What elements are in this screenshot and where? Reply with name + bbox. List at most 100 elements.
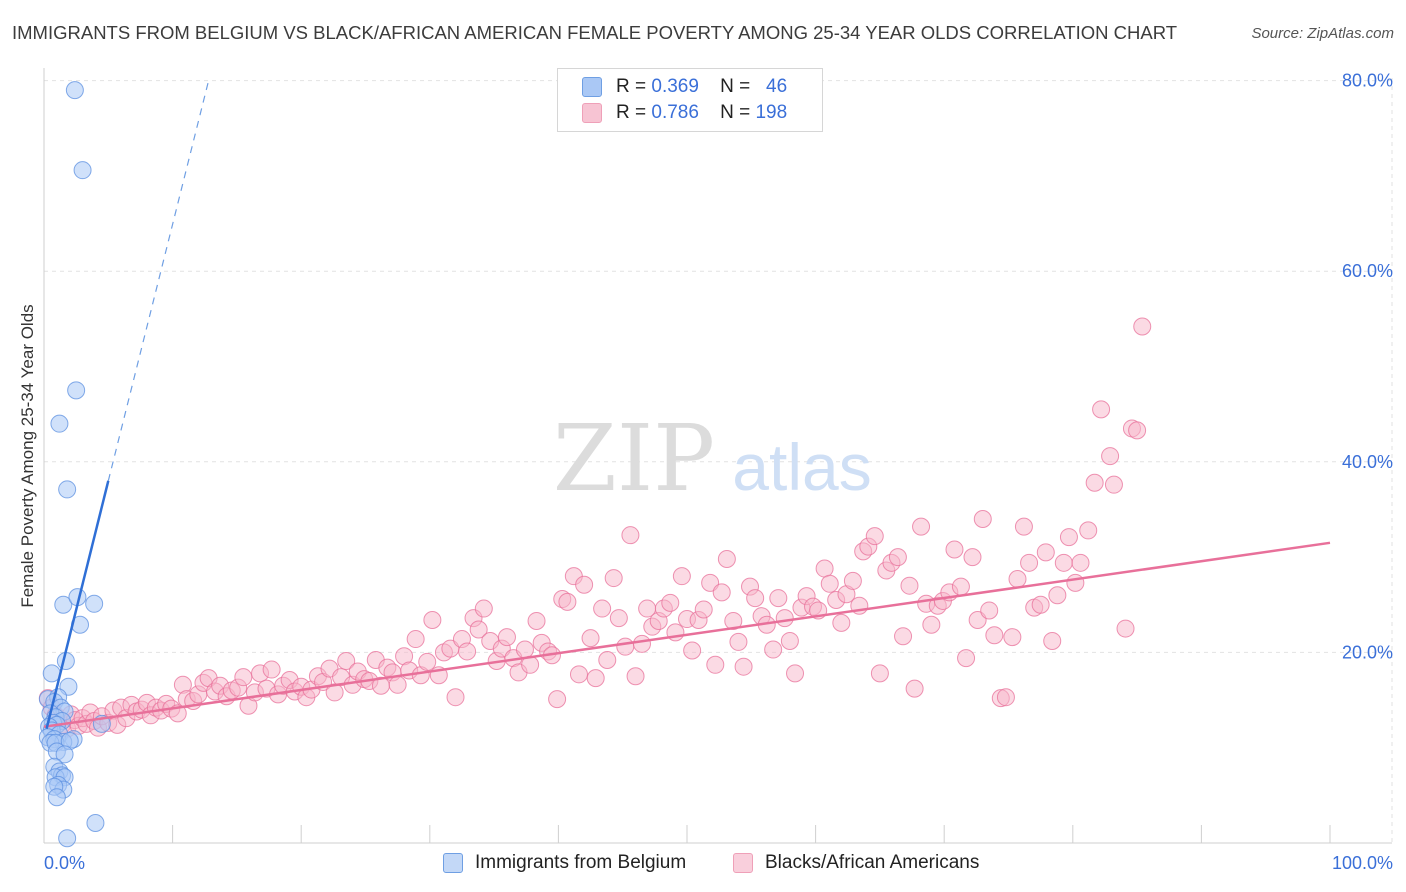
correlation-legend: R = 0.369 N = 46 R = 0.786 N = 198 <box>557 68 823 132</box>
points-layer <box>38 81 1152 848</box>
data-point <box>683 641 702 660</box>
data-point <box>905 679 924 698</box>
data-point <box>769 589 788 608</box>
data-point <box>58 829 77 848</box>
data-point <box>1048 586 1067 605</box>
data-point <box>548 690 567 709</box>
data-point <box>746 589 765 608</box>
trend-line-black <box>43 541 1331 728</box>
series-belgium <box>38 81 111 848</box>
data-point <box>1014 517 1033 536</box>
data-point <box>527 611 546 630</box>
legend-r-value: 0.786 <box>651 102 699 123</box>
data-point <box>912 517 931 536</box>
data-point <box>1133 317 1152 336</box>
x-tick-label: 0.0% <box>44 853 85 873</box>
watermark-atlas: atlas <box>732 430 871 504</box>
data-point <box>843 571 862 590</box>
legend-r-value: 0.369 <box>651 76 699 97</box>
data-point <box>865 527 884 546</box>
data-point <box>815 559 834 578</box>
series-black <box>38 317 1152 738</box>
data-point <box>780 631 799 650</box>
bottom-legend-swatch-belgium <box>443 853 463 873</box>
legend-r-label: R = <box>616 102 647 123</box>
chart-title: IMMIGRANTS FROM BELGIUM VS BLACK/AFRICAN… <box>12 22 1178 43</box>
data-point <box>73 161 92 180</box>
data-point <box>1079 521 1098 540</box>
bottom-legend-label-black: Blacks/African Americans <box>765 852 980 873</box>
data-point <box>963 548 982 567</box>
data-point <box>632 634 651 653</box>
data-point <box>581 629 600 648</box>
y-tick-label: 40.0% <box>1342 452 1393 472</box>
data-point <box>593 599 612 618</box>
bottom-legend-belgium: Immigrants from Belgium <box>443 852 686 874</box>
data-point <box>1036 543 1055 562</box>
data-point <box>775 609 794 628</box>
bottom-legend-label-belgium: Immigrants from Belgium <box>475 852 687 873</box>
trend-layer <box>43 80 1331 729</box>
data-point <box>1031 595 1050 614</box>
legend-row-belgium: R = 0.369 N = 46 <box>582 75 787 99</box>
y-tick-label: 60.0% <box>1342 261 1393 281</box>
data-point <box>870 664 889 683</box>
trend-line-belgium <box>45 480 110 729</box>
data-point <box>616 637 635 656</box>
data-point <box>1101 447 1120 466</box>
legend-n-label: N = <box>720 76 751 97</box>
data-point <box>388 675 407 694</box>
axis-layer: 20.0% 40.0% 60.0% 80.0% 0.0% 100.0% <box>43 68 1393 873</box>
legend-swatch-black <box>582 103 602 123</box>
data-point <box>1020 553 1039 572</box>
data-point <box>65 81 84 100</box>
data-point <box>734 657 753 676</box>
data-point <box>729 632 748 651</box>
data-point <box>58 480 77 499</box>
data-point <box>1128 421 1147 440</box>
data-point <box>1092 400 1111 419</box>
legend-row-black: R = 0.786 N = 198 <box>582 101 787 125</box>
data-point <box>832 613 851 632</box>
data-point <box>717 550 736 569</box>
data-point <box>54 595 73 614</box>
data-point <box>515 640 534 659</box>
data-point <box>598 651 617 670</box>
data-point <box>1003 628 1022 647</box>
data-point <box>764 640 783 659</box>
data-point <box>820 574 839 593</box>
data-point <box>569 665 588 684</box>
data-point <box>586 669 605 688</box>
legend-n-value: 198 <box>755 102 788 123</box>
data-point <box>1054 553 1073 572</box>
bottom-legend-black: Blacks/African Americans <box>733 852 979 874</box>
y-tick-label: 80.0% <box>1342 71 1393 91</box>
data-point <box>922 615 941 634</box>
y-tick-label: 20.0% <box>1342 642 1393 662</box>
legend-n-value: 46 <box>766 76 788 97</box>
data-point <box>234 668 253 687</box>
data-point <box>604 569 623 588</box>
data-point <box>469 620 488 639</box>
legend-n-label: N = <box>720 102 751 123</box>
data-point <box>694 600 713 619</box>
trend-line-belgium-extension <box>107 80 210 482</box>
data-point <box>474 599 493 618</box>
data-point <box>712 583 731 602</box>
data-point <box>894 627 913 646</box>
watermark: ZIP atlas <box>553 405 872 512</box>
data-point <box>973 509 992 528</box>
legend-swatch-belgium <box>582 77 602 97</box>
data-point <box>672 567 691 586</box>
data-point <box>1116 619 1135 638</box>
x-tick-label: 100.0% <box>1332 853 1393 873</box>
data-point <box>996 688 1015 707</box>
data-point <box>1104 475 1123 494</box>
bottom-legend-swatch-black <box>733 853 753 873</box>
data-point <box>406 630 425 649</box>
data-point <box>558 592 577 611</box>
data-point <box>85 594 104 613</box>
data-point <box>1085 473 1104 492</box>
data-point <box>47 788 66 807</box>
